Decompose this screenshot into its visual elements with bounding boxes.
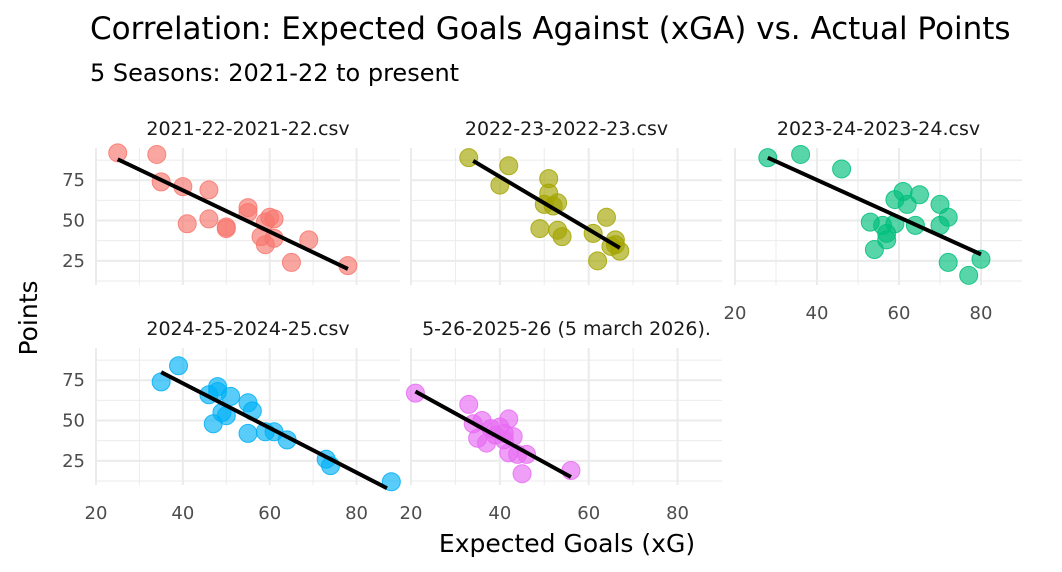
data-point xyxy=(588,251,608,271)
data-point xyxy=(596,207,616,227)
y-tick-label: 75 xyxy=(62,370,85,391)
y-tick-label: 50 xyxy=(62,211,85,232)
data-point xyxy=(147,144,167,164)
data-point xyxy=(108,143,128,163)
data-point xyxy=(221,386,241,406)
y-axis-label: Points xyxy=(14,280,43,355)
data-point xyxy=(832,159,852,179)
y-tick-label: 25 xyxy=(62,451,85,472)
facet-panels: 2021-22-2021-22.csv 25 50 75 2022-23-2022-23… xyxy=(62,118,1022,524)
data-point xyxy=(910,185,929,205)
data-point xyxy=(264,209,284,229)
chart-title: Correlation: Expected Goals Against (xGA… xyxy=(90,11,1011,47)
trend-line xyxy=(472,159,621,250)
x-tick-label: 60 xyxy=(888,303,911,324)
data-point xyxy=(216,219,236,239)
x-tick-label: 80 xyxy=(345,503,368,524)
data-point xyxy=(238,423,258,443)
x-tick-label: 80 xyxy=(970,303,993,324)
data-point xyxy=(971,249,991,269)
y-tick-label: 75 xyxy=(62,170,85,191)
trend-line xyxy=(160,370,388,491)
data-point xyxy=(199,209,219,229)
x-tick-label: 60 xyxy=(258,503,281,524)
data-point xyxy=(512,464,532,484)
x-tick-label: 40 xyxy=(171,503,194,524)
facet-panel: 2024-25-2024-25.csv 25 50 75 20 40 60 80 xyxy=(62,318,401,524)
data-point xyxy=(499,409,519,429)
x-tick-label: 20 xyxy=(85,503,108,524)
data-point xyxy=(938,252,958,272)
trend-line xyxy=(766,155,982,257)
facet-label: 2022-23-2022-23.csv xyxy=(465,118,668,140)
data-point xyxy=(938,207,958,227)
x-axis-label: Expected Goals (xG) xyxy=(439,529,695,558)
data-point xyxy=(177,214,197,234)
x-tick-label: 20 xyxy=(400,503,423,524)
facet-label: 2024-25-2024-25.csv xyxy=(146,318,349,340)
x-tick-label: 60 xyxy=(577,503,600,524)
data-point xyxy=(169,356,189,376)
data-point xyxy=(530,219,550,239)
chart-subtitle: 5 Seasons: 2021-22 to present xyxy=(90,59,459,87)
x-tick-label: 40 xyxy=(488,503,511,524)
data-point xyxy=(281,252,301,272)
y-tick-label: 25 xyxy=(62,251,85,272)
y-tick-label: 50 xyxy=(62,411,85,432)
data-point xyxy=(959,265,979,285)
trend-line xyxy=(116,157,349,271)
x-tick-label: 20 xyxy=(724,303,747,324)
data-point xyxy=(459,394,479,414)
data-point xyxy=(791,144,811,164)
facet-panel: 2022-23-2022-23.csv xyxy=(410,118,722,285)
facet-panel: 5-26-2025-26 (5 march 2026). 20 40 60 80 xyxy=(400,318,722,524)
facet-panel: 2023-24-2023-24.csv 20 40 60 80 xyxy=(724,118,1022,324)
facet-panel: 2021-22-2021-22.csv 25 50 75 xyxy=(62,118,400,285)
facet-label: 5-26-2025-26 (5 march 2026). xyxy=(422,318,711,340)
data-point xyxy=(199,180,219,200)
facet-label: 2021-22-2021-22.csv xyxy=(146,118,349,140)
trend-line xyxy=(414,389,572,479)
data-point xyxy=(552,227,572,247)
facet-label: 2023-24-2023-24.csv xyxy=(777,118,980,140)
data-point xyxy=(499,156,519,176)
x-tick-label: 80 xyxy=(666,503,689,524)
x-tick-label: 40 xyxy=(806,303,829,324)
